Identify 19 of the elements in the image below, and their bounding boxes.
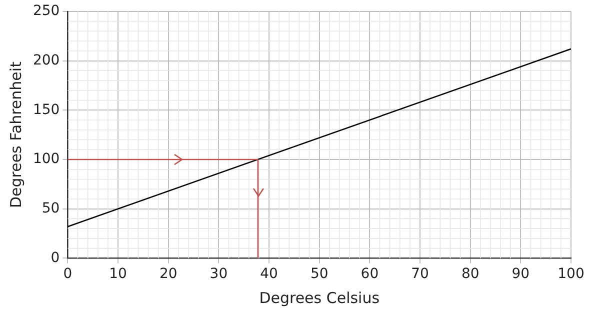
x-tick-label: 40	[260, 266, 278, 282]
x-tick-label: 80	[461, 266, 480, 282]
x-tick-label: 100	[558, 266, 584, 282]
x-tick-label: 60	[360, 266, 379, 282]
x-tick-label: 10	[109, 266, 127, 282]
x-tick-label: 50	[310, 266, 328, 282]
y-tick-label: 250	[32, 3, 60, 20]
x-axis-title: Degrees Celsius	[259, 288, 380, 307]
y-tick-label: 200	[32, 52, 60, 68]
x-tick-label: 20	[159, 266, 178, 282]
x-tick-label: 90	[512, 266, 530, 282]
x-tick-label: 0	[63, 266, 72, 282]
y-tick-label: 100	[32, 151, 60, 168]
y-tick-label: 150	[32, 102, 60, 118]
y-tick-label: 50	[42, 200, 60, 216]
x-tick-label: 70	[411, 266, 429, 282]
y-axis-title: Degrees Fahrenheit	[6, 61, 25, 208]
y-tick-label: 0	[50, 250, 60, 266]
x-tick-label: 30	[210, 266, 228, 282]
